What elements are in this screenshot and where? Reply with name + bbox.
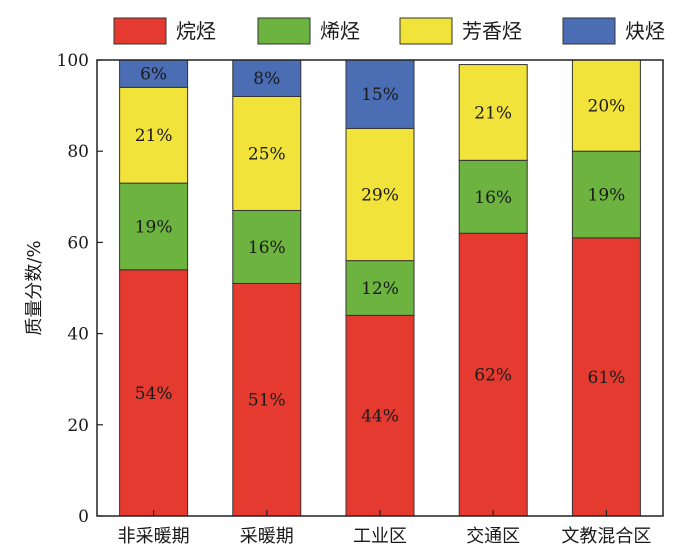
data-label: 54% (135, 384, 173, 404)
data-label: 61% (588, 368, 626, 388)
data-label: 51% (248, 391, 286, 411)
bar-segment (119, 269, 189, 517)
y-tick-label: 40 (67, 325, 89, 345)
bar-segment (119, 182, 189, 271)
data-label: 16% (474, 188, 512, 208)
x-category-label: 工业区 (353, 526, 407, 547)
y-tick-label: 0 (78, 507, 89, 527)
data-label: 19% (588, 186, 626, 206)
legend-label: 芳香烃 (462, 19, 522, 43)
bar-segment (571, 150, 641, 239)
bar-segment (458, 232, 528, 517)
y-tick-label: 80 (67, 142, 89, 162)
bar-segment (232, 209, 302, 284)
legend-swatch (257, 17, 311, 45)
legend: 烷烃 烯烃 芳香烃 炔烃 (113, 17, 665, 45)
y-axis-title: 质量分数/% (24, 240, 45, 335)
y-tick-label: 60 (67, 233, 89, 253)
data-label: 25% (248, 144, 286, 164)
data-label: 15% (361, 85, 399, 105)
data-label: 19% (135, 217, 173, 237)
bar-segment (232, 95, 302, 211)
bar-segment (571, 59, 641, 152)
y-tick-label: 20 (67, 416, 89, 436)
legend-label: 烯烃 (320, 19, 360, 43)
x-category-label: 文教混合区 (561, 526, 651, 547)
data-label: 21% (474, 103, 512, 123)
bar-segment (458, 64, 528, 161)
data-label: 16% (248, 238, 286, 258)
data-label: 44% (361, 407, 399, 427)
bar-segment (345, 260, 415, 316)
data-label: 62% (474, 366, 512, 386)
x-category-label: 交通区 (466, 526, 520, 547)
y-tick-label: 100 (57, 51, 89, 71)
data-label: 20% (588, 97, 626, 117)
legend-swatch (113, 17, 167, 45)
x-category-label: 非采暖期 (118, 526, 190, 547)
data-label: 29% (361, 186, 399, 206)
data-label: 6% (140, 65, 167, 85)
bars-group: 54% 19% 21% 6% 51% 16% 25% 8% 44% 12% 29% 15% 62% 16%… (119, 59, 641, 517)
x-category-label: 采暖期 (240, 526, 294, 547)
bar-segment (232, 59, 302, 97)
data-label: 8% (253, 69, 280, 89)
data-label: 21% (135, 126, 173, 146)
bar-segment (345, 59, 415, 129)
bar-segment (119, 59, 189, 88)
legend-label: 炔烃 (625, 19, 665, 43)
bar-segment (571, 237, 641, 517)
axes-group: 0 20 40 60 80 100 非采暖期 采暖期 工业区 交通区 文教混合区 质量分数/% (24, 51, 664, 547)
legend-swatch (562, 17, 616, 45)
bar-segment (345, 127, 415, 262)
legend-label: 烷烃 (176, 19, 216, 43)
bar-segment (232, 282, 302, 517)
legend-swatch (399, 17, 453, 45)
data-label: 12% (361, 279, 399, 299)
